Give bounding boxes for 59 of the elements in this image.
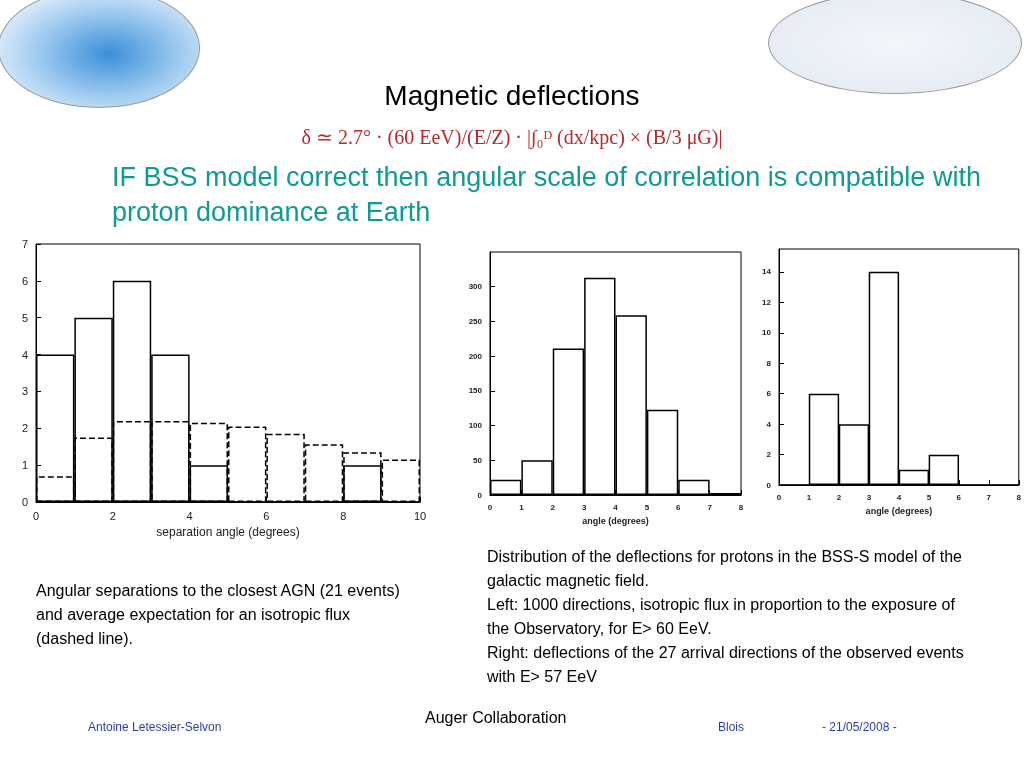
x-tick-label: 6 xyxy=(956,492,962,502)
x-tick-label: 2 xyxy=(109,509,116,522)
x-tick-label: 5 xyxy=(926,492,932,502)
x-axis-title: angle (degrees) xyxy=(865,505,933,516)
y-tick-label: 12 xyxy=(762,297,772,307)
y-tick-label: 6 xyxy=(21,274,28,287)
x-tick-label: 3 xyxy=(866,492,872,502)
text: Auger Collaboration xyxy=(425,708,567,728)
y-tick-label: 300 xyxy=(468,282,483,292)
x-tick-label: 7 xyxy=(707,502,713,512)
x-tick-label: 0 xyxy=(32,509,40,522)
x-tick-label: 10 xyxy=(413,509,427,522)
text: Antoine Letessier-Selvon xyxy=(88,719,222,736)
x-tick-label: 2 xyxy=(836,492,842,502)
y-tick-label: 8 xyxy=(766,358,772,368)
x-tick-label: 7 xyxy=(986,492,992,502)
text: Blois xyxy=(718,719,745,736)
text: δ ≃ 2.7° · (60 EeV)/(E/Z) · |∫₀ᴰ (dx/kpc) × (B/3 μG)| xyxy=(300,125,724,151)
y-tick-label: 1 xyxy=(21,459,28,472)
x-tick-label: 1 xyxy=(806,492,812,502)
y-tick-label: 50 xyxy=(473,455,483,465)
y-tick-label: 5 xyxy=(21,311,28,324)
y-tick-label: 2 xyxy=(766,450,772,460)
x-axis-title: angle (degrees) xyxy=(582,515,649,526)
x-tick-label: 0 xyxy=(776,492,782,502)
y-tick-label: 6 xyxy=(766,389,772,399)
x-tick-label: 5 xyxy=(644,502,650,512)
text: IF BSS model correct then angular scale of correlation is compatible with proton dominance at Earth xyxy=(112,161,982,230)
x-tick-label: 6 xyxy=(676,502,682,512)
x-tick-label: 2 xyxy=(550,502,556,512)
text: Angular separations to the closest AGN (21 events) and average expectation for an isotropic flux (dashed line). xyxy=(36,581,401,649)
y-tick-label: 3 xyxy=(21,385,28,398)
y-tick-label: 14 xyxy=(762,267,772,277)
y-tick-label: 4 xyxy=(766,419,772,429)
x-tick-label: 8 xyxy=(340,509,347,522)
y-tick-label: 200 xyxy=(468,351,483,361)
x-tick-label: 4 xyxy=(896,492,902,502)
text: Magnetic deflections xyxy=(383,79,641,113)
x-tick-label: 3 xyxy=(581,502,587,512)
x-tick-label: 4 xyxy=(613,502,619,512)
y-tick-label: 250 xyxy=(468,316,483,326)
x-tick-label: 8 xyxy=(738,502,744,512)
text: - 21/05/2008 - xyxy=(822,719,897,736)
y-tick-label: 2 xyxy=(21,422,28,435)
y-tick-label: 7 xyxy=(21,238,28,250)
text: Distribution of the deflections for protons in the BSS-S model of the galactic magnetic field. xyxy=(487,547,963,591)
y-tick-label: 10 xyxy=(762,328,772,338)
y-tick-label: 100 xyxy=(468,421,483,431)
text: Left: 1000 directions, isotropic flux in proportion to the exposure of the Observatory, for E> 60 EeV. xyxy=(487,595,956,639)
y-tick-label: 0 xyxy=(766,480,772,490)
y-tick-label: 4 xyxy=(21,348,28,361)
x-tick-label: 4 xyxy=(186,509,193,522)
x-tick-label: 6 xyxy=(263,509,270,522)
x-tick-label: 0 xyxy=(487,502,493,512)
text: Right: deflections of the 27 arrival directions of the observed events with E> 57 EeV xyxy=(487,643,965,687)
y-tick-label: 150 xyxy=(468,386,483,396)
x-axis-title: separation angle (degrees) xyxy=(156,524,300,539)
x-tick-label: 1 xyxy=(519,502,525,512)
x-tick-label: 8 xyxy=(1016,492,1022,502)
